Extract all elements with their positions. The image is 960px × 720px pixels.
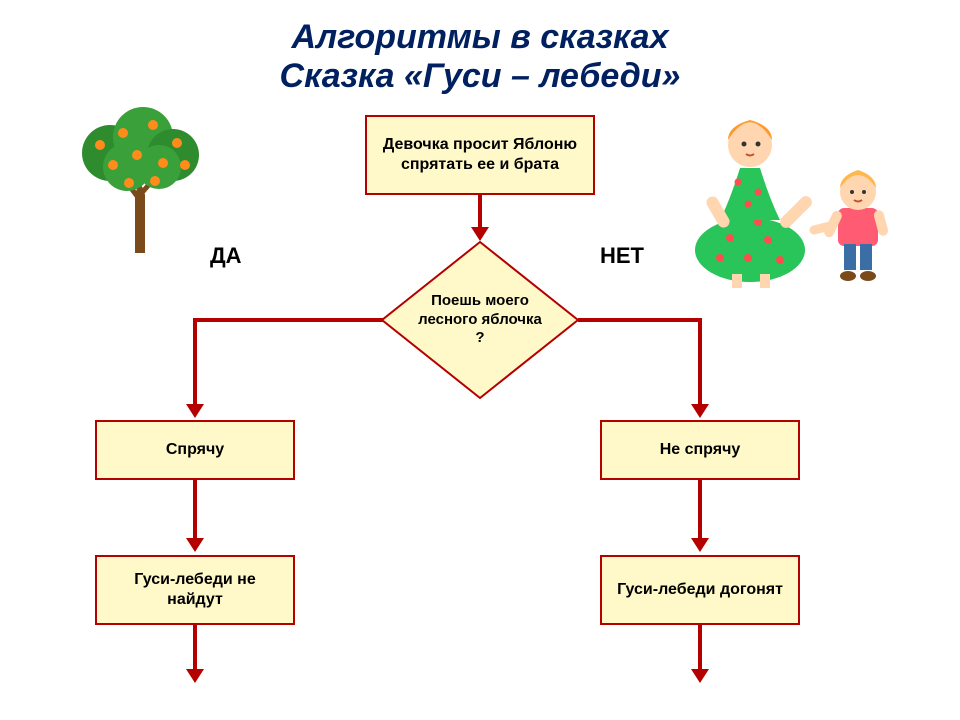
flow-arrow xyxy=(578,318,702,322)
flow-arrowhead xyxy=(186,669,204,683)
flow-arrow xyxy=(193,625,197,671)
flow-arrow xyxy=(698,480,702,540)
flow-node-yes-action: Спрячу xyxy=(95,420,295,480)
flow-node-decision-text: Поешь моего лесного яблочка ? xyxy=(416,292,544,348)
flow-arrowhead xyxy=(691,538,709,552)
flow-arrowhead xyxy=(186,404,204,418)
flow-arrow xyxy=(193,480,197,540)
title-line-2: Сказка «Гуси – лебеди» xyxy=(0,57,960,96)
apple-tree-icon xyxy=(65,105,215,255)
flow-node-decision: Поешь моего лесного яблочка ? xyxy=(380,240,580,400)
flow-node-start-text: Девочка просит Яблоню спрятать ее и брат… xyxy=(377,135,583,175)
flow-node-no-action-text: Не спрячу xyxy=(660,440,741,460)
flow-arrow xyxy=(478,195,482,229)
flow-arrow xyxy=(698,318,702,406)
flow-node-start: Девочка просит Яблоню спрятать ее и брат… xyxy=(365,115,595,195)
flow-arrowhead xyxy=(691,669,709,683)
page-title: Алгоритмы в сказках Сказка «Гуси – лебед… xyxy=(0,0,960,96)
flow-arrowhead xyxy=(186,538,204,552)
flow-node-yes-action-text: Спрячу xyxy=(166,440,224,460)
flow-arrow xyxy=(193,318,197,406)
flow-node-no-result: Гуси-лебеди догонят xyxy=(600,555,800,625)
flow-node-no-action: Не спрячу xyxy=(600,420,800,480)
flow-arrowhead xyxy=(471,227,489,241)
branch-label-yes: ДА xyxy=(210,243,242,269)
flow-arrowhead xyxy=(691,404,709,418)
branch-label-no: НЕТ xyxy=(600,243,644,269)
girl-and-boy-icon xyxy=(660,100,900,290)
flow-node-yes-result: Гуси-лебеди не найдут xyxy=(95,555,295,625)
flow-arrow xyxy=(193,318,383,322)
flow-node-no-result-text: Гуси-лебеди догонят xyxy=(617,580,783,600)
flow-node-yes-result-text: Гуси-лебеди не найдут xyxy=(107,570,283,610)
title-line-1: Алгоритмы в сказках xyxy=(0,18,960,57)
flow-arrow xyxy=(698,625,702,671)
